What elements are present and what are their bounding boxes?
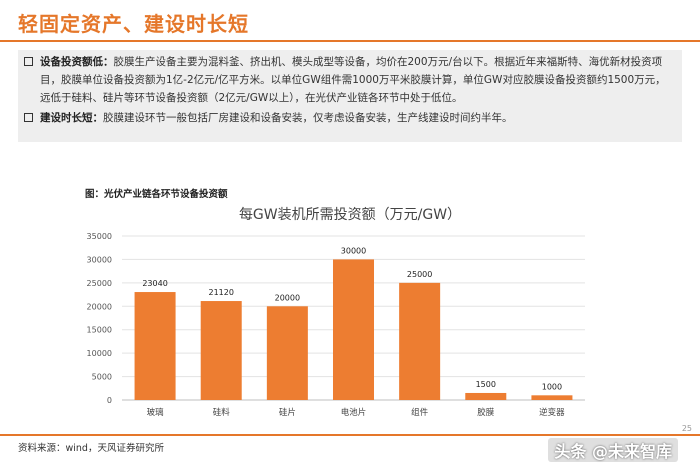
x-tick-label: 玻璃 <box>147 407 165 418</box>
bar <box>399 282 441 400</box>
y-tick-label: 0 <box>107 396 112 405</box>
footer-divider <box>0 434 700 436</box>
y-tick-label: 10000 <box>87 349 112 358</box>
bar <box>332 259 375 400</box>
data-label: 1500 <box>476 380 496 389</box>
checkbox-bullet-icon <box>24 57 33 66</box>
bar <box>465 392 507 400</box>
y-tick-label: 5000 <box>92 373 112 382</box>
figure-caption: 图：光伏产业链各环节设备投资额 <box>85 189 228 200</box>
note-text: 胶膜建设环节一般包括厂房建设和设备安装，仅考虑设备安装，生产线建设时间约半年。 <box>103 112 513 124</box>
bar <box>134 292 176 400</box>
page-number: 25 <box>681 424 692 433</box>
y-tick-label: 15000 <box>87 326 112 335</box>
bar <box>531 395 573 400</box>
bar <box>200 301 242 400</box>
watermark-logo: 头条 @未来智库 <box>548 438 678 462</box>
data-label: 21120 <box>208 288 233 297</box>
bar <box>266 306 308 400</box>
notes-panel: 设备投资额低：胶膜生产设备主要为混料釜、挤出机、模头成型等设备，均价在200万元… <box>18 50 682 142</box>
title-divider <box>0 40 700 42</box>
note-text: 胶膜生产设备主要为混料釜、挤出机、模头成型等设备，均价在200万元/台以下。根据… <box>40 56 666 104</box>
data-label: 30000 <box>341 246 366 255</box>
y-tick-label: 25000 <box>87 279 112 288</box>
page-title: 轻固定资产、建设时长短 <box>18 12 249 36</box>
data-label: 25000 <box>407 270 432 279</box>
x-tick-label: 硅片 <box>279 407 296 418</box>
x-tick-label: 组件 <box>411 407 429 418</box>
note-lead: 设备投资额低： <box>40 56 114 68</box>
data-label: 20000 <box>275 293 300 302</box>
chart-title: 每GW装机所需投资额（万元/GW） <box>238 207 462 223</box>
x-tick-label: 电池片 <box>341 407 367 418</box>
y-tick-label: 35000 <box>87 232 112 241</box>
source-note: 资料来源：wind，天风证券研究所 <box>18 443 164 454</box>
checkbox-bullet-icon <box>24 113 33 122</box>
note-item: 设备投资额低：胶膜生产设备主要为混料釜、挤出机、模头成型等设备，均价在200万元… <box>24 53 674 107</box>
y-tick-label: 20000 <box>87 302 112 311</box>
note-item: 建设时长短：胶膜建设环节一般包括厂房建设和设备安装，仅考虑设备安装，生产线建设时… <box>24 109 674 127</box>
x-tick-label: 硅料 <box>213 407 231 418</box>
x-tick-label: 胶膜 <box>477 407 495 418</box>
data-label: 23040 <box>142 279 167 288</box>
y-tick-label: 30000 <box>87 255 112 264</box>
note-lead: 建设时长短： <box>40 112 103 124</box>
x-tick-label: 逆变器 <box>539 407 565 418</box>
data-label: 1000 <box>542 382 562 391</box>
